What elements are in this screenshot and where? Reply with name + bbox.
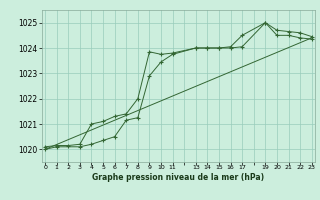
X-axis label: Graphe pression niveau de la mer (hPa): Graphe pression niveau de la mer (hPa)	[92, 173, 264, 182]
